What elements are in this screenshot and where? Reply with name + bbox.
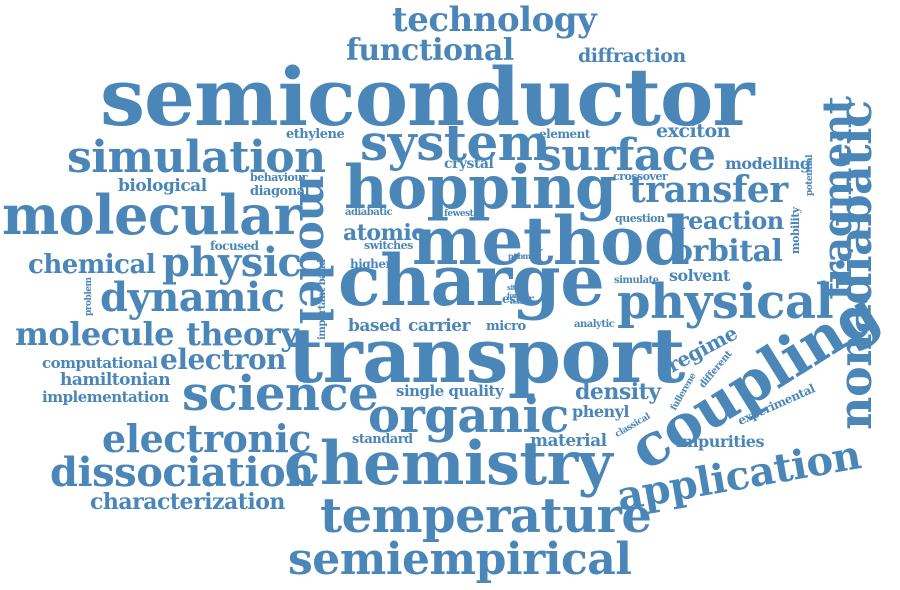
word-problem: problem — [84, 277, 94, 317]
word-site: site — [507, 283, 520, 292]
word-orbital: orbital — [673, 234, 783, 269]
word-analytic: analytic — [574, 319, 615, 330]
word-nonadiabatic: nonadiabatic — [828, 100, 882, 430]
word-atomic: atomic — [343, 220, 425, 246]
word-electron: electron — [160, 343, 287, 376]
word-functional: functional — [346, 33, 514, 68]
word-chemical: chemical — [28, 250, 156, 280]
word-fewest: fewest — [444, 209, 474, 219]
word-physical: physical — [617, 274, 834, 330]
word-potential: potential — [805, 154, 815, 196]
word-material: material — [530, 431, 607, 451]
word-diagonal: diagonal — [250, 184, 310, 199]
word-higher: higher — [350, 257, 392, 271]
word-adiabatic: adiabatic — [345, 207, 393, 218]
word-phenyl: phenyl — [572, 402, 630, 421]
word-charge: charge — [338, 239, 605, 322]
word-switches: switches — [364, 239, 413, 252]
word-ethylene: ethylene — [286, 127, 345, 142]
word-physic: physic — [162, 239, 302, 286]
word-dissociation: dissociation — [50, 449, 314, 496]
word-reaction: reaction — [676, 206, 784, 235]
word-single-quality: single quality — [396, 382, 504, 400]
word-temperature: temperature — [320, 488, 652, 544]
word-simulation: simulation — [67, 132, 326, 183]
word-force: force — [507, 291, 525, 300]
word-modelling: modelling — [725, 154, 811, 173]
word-organic: organic — [368, 388, 569, 444]
word-biological: biological — [118, 176, 207, 196]
word-science: science — [182, 366, 379, 422]
word-theory: theory — [186, 315, 299, 353]
word-hamiltonian: hamiltonian — [60, 370, 171, 390]
word-technology: technology — [392, 0, 597, 40]
word-computational: computational — [42, 354, 158, 372]
word-behaviour: behaviour — [250, 171, 308, 184]
word-chemistry: chemistry — [284, 429, 613, 499]
word-focused: focused — [210, 239, 259, 253]
word-crystal: crystal — [444, 156, 494, 172]
word-transfer: transfer — [629, 169, 788, 211]
word-element: element — [539, 127, 590, 141]
word-surface: surface — [537, 130, 716, 181]
word-carrier: carrier — [408, 316, 471, 336]
word-density: density — [575, 379, 661, 405]
word-impurities: impurities — [676, 432, 765, 451]
word-characterization: characterization — [90, 489, 285, 515]
word-implementation: implementation — [42, 388, 169, 406]
word-electronic: electronic — [102, 416, 312, 461]
word-crossover: crossover — [613, 170, 668, 183]
word-mobility: mobility — [789, 207, 802, 254]
word-transport: transport — [288, 311, 685, 400]
word-method: method — [412, 202, 690, 280]
word-dynamic: dynamic — [100, 274, 285, 321]
word-based: based — [348, 316, 401, 336]
word-semiempirical: semiempirical — [288, 534, 632, 585]
word-semiconductor: semiconductor — [100, 50, 754, 144]
word-result: result — [510, 299, 527, 306]
word-micro: micro — [486, 319, 526, 334]
word-standard: standard — [352, 432, 413, 447]
word-diffraction: diffraction — [578, 45, 686, 67]
word-solvent: solvent — [669, 266, 730, 285]
word-system: system — [360, 113, 551, 172]
word-exciton: exciton — [656, 120, 730, 142]
word-simulate: simulate — [614, 275, 659, 286]
word-molecular: molecular — [2, 183, 302, 247]
word-molecule: molecule — [15, 315, 174, 353]
word-pcbm: pcbm — [508, 251, 531, 261]
word-question: question — [615, 212, 665, 225]
word-ester: ester — [502, 292, 534, 306]
word-hopping: hopping — [344, 153, 617, 223]
